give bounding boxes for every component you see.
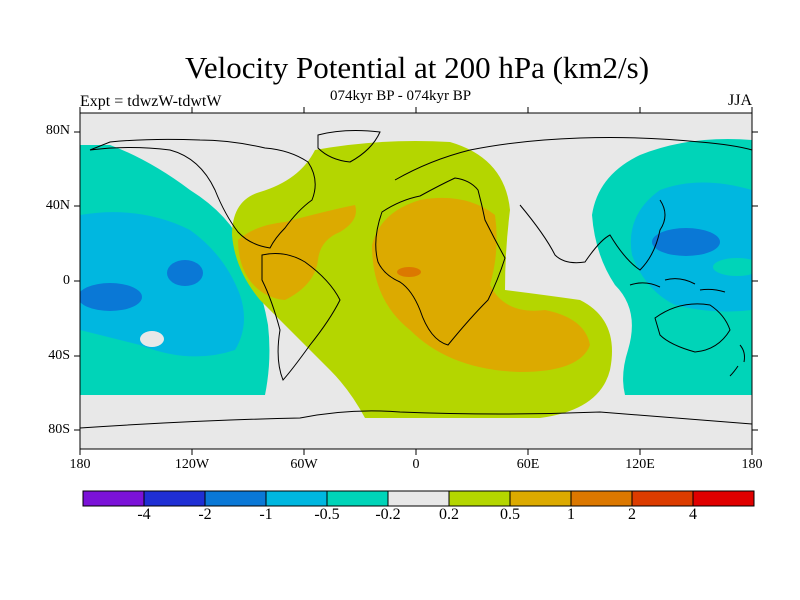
colorbar-label: 4 (689, 506, 697, 523)
colorbar-label: -1 (259, 506, 273, 523)
coast-greenland (317, 130, 381, 163)
colorbar-swatch (448, 490, 511, 507)
lon-label-60w: 60W (290, 457, 318, 472)
lon-label-0: 0 (412, 457, 420, 472)
lon-label-60e: 60E (516, 457, 540, 472)
field-neg-pacific-east-cyan (80, 212, 244, 357)
colorbar-label: -2 (198, 506, 212, 523)
colorbar-swatch (82, 490, 145, 507)
colorbar-swatch (509, 490, 572, 507)
colorbar-swatch (204, 490, 267, 507)
field-neg-asia-blue (652, 228, 720, 256)
lon-label-120e: 120E (625, 457, 655, 472)
colorbar (82, 490, 755, 507)
lat-label-40n: 40N (45, 198, 70, 213)
colorbar-label: 1 (567, 506, 575, 523)
colorbar-label: 0.5 (500, 506, 520, 523)
coast-australia (654, 303, 731, 353)
lon-label-180w: 180 (69, 457, 91, 472)
colorbar-swatch (387, 490, 450, 507)
lat-label-80s: 80S (48, 422, 70, 437)
colorbar-swatch (631, 490, 694, 507)
lat-label-40s: 40S (48, 348, 70, 363)
colorbar-label: -4 (137, 506, 151, 523)
coast-north-america (89, 138, 316, 249)
coastlines (80, 130, 752, 429)
colorbar-swatch (326, 490, 389, 507)
field-pos-america-orange (238, 205, 356, 300)
experiment-label: Expt = tdwzW-tdwtW (80, 93, 222, 110)
lat-label-80n: 80N (45, 123, 70, 138)
season-label: JJA (727, 92, 752, 109)
colorbar-label: 2 (628, 506, 636, 523)
colorbar-swatch (265, 490, 328, 507)
lat-label-0: 0 (63, 273, 70, 288)
colorbar-swatch (143, 490, 206, 507)
lon-label-120w: 120W (174, 457, 210, 472)
coast-new-zealand (729, 344, 745, 377)
coast-europe-africa (375, 177, 506, 346)
map-field (80, 113, 752, 449)
chart-title: Velocity Potential at 200 hPa (km2/s) (184, 50, 650, 85)
colorbar-label: -0.2 (375, 506, 401, 523)
colorbar-swatch (692, 490, 755, 507)
lon-label-180e: 180 (741, 457, 763, 472)
lat-ticks (74, 131, 758, 431)
field-neg-pacific-east-gap (140, 331, 164, 347)
colorbar-label: -0.5 (314, 506, 340, 523)
coast-south-america (261, 253, 341, 381)
field-neg-asia-gap (713, 258, 752, 276)
lon-ticks (79, 107, 753, 455)
coast-maritime-continent (629, 278, 726, 293)
field-pos-africa-orange (372, 197, 590, 372)
colorbar-label: 0.2 (439, 506, 459, 523)
coast-antarctica (80, 410, 752, 429)
chart-subtitle: 074kyr BP - 074kyr BP (330, 88, 472, 104)
colorbar-swatch (570, 490, 633, 507)
field-neg-pacific-east-blue2 (80, 283, 142, 311)
field-pos-africa-orange2 (397, 267, 421, 277)
field-neg-pacific-east-blue1 (167, 260, 203, 286)
coast-eurasia (394, 137, 752, 271)
